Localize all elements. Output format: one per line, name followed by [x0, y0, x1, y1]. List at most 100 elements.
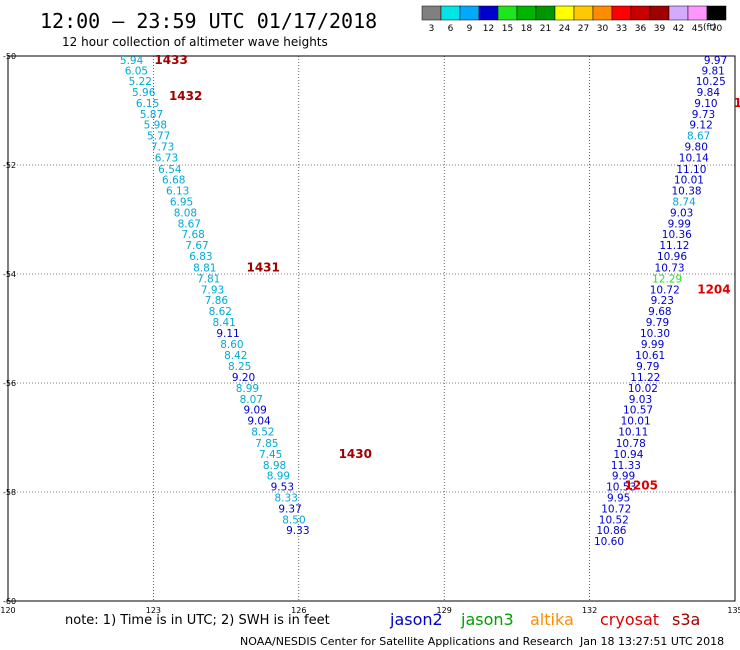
wave-height-point: 8.60 — [220, 339, 243, 351]
wave-height-point: 8.62 — [209, 306, 232, 318]
wave-height-point: 8.99 — [236, 383, 259, 395]
wave-height-point: 5.22 — [129, 76, 152, 88]
colorbar-swatch — [554, 5, 575, 21]
wave-height-point: 6.73 — [155, 152, 178, 164]
colorbar-label: 9 — [467, 24, 473, 34]
wave-height-point: 8.08 — [174, 207, 197, 219]
wave-height-point: 8.50 — [282, 514, 305, 526]
colorbar-label: 15 — [502, 24, 513, 34]
wave-height-point: 10.36 — [662, 229, 692, 241]
colorbar-swatch — [611, 5, 632, 21]
colorbar-swatch — [421, 5, 442, 21]
pass-time-label: 1432 — [169, 89, 202, 103]
page-subtitle: 12 hour collection of altimeter wave hei… — [62, 35, 328, 49]
colorbar-swatch — [706, 5, 727, 21]
colorbar-label: 30 — [597, 24, 609, 34]
pass-time-label: 1204 — [697, 282, 730, 296]
y-tick-label: -50 — [3, 52, 16, 61]
wave-height-point: 9.68 — [648, 306, 671, 318]
data-marks: 5.946.055.225.966.155.875.985.777.736.73… — [120, 55, 727, 548]
colorbar-swatch — [649, 5, 670, 21]
x-tick-label: 120 — [0, 606, 15, 615]
wave-height-point: 9.11 — [216, 328, 239, 340]
wave-height-point: 7.81 — [197, 273, 220, 285]
colorbar-swatch — [497, 5, 518, 21]
footer-timestamp: Jan 18 13:27:51 UTC 2018 — [579, 635, 724, 648]
colorbar-swatch — [440, 5, 461, 21]
wave-height-point: 7.67 — [185, 240, 208, 252]
wave-height-point: 10.86 — [596, 525, 626, 537]
color-legend: 3 6 9 12 15 18 21 24 27 30 33 36 39 42 45 70 — [421, 5, 727, 34]
wave-height-point: 9.80 — [685, 141, 708, 153]
wave-height-point: 8.67 — [178, 218, 201, 230]
wave-height-point: 10.11 — [618, 427, 648, 439]
sat-jason3: jason3 — [460, 610, 514, 629]
wave-height-point: 11.12 — [659, 240, 689, 252]
wave-height-point: 8.98 — [263, 460, 286, 472]
wave-height-point: 7.93 — [201, 284, 224, 296]
wave-height-point: 6.15 — [136, 98, 159, 110]
sat-altika: altika — [530, 610, 574, 629]
wave-height-point: 10.61 — [635, 350, 665, 362]
colorbar-label: 45 — [692, 24, 703, 34]
footer-credit: NOAA/NESDIS Center for Satellite Applica… — [240, 635, 573, 648]
y-tick-label: -54 — [3, 270, 16, 279]
page-title: 12:00 – 23:59 UTC 01/17/2018 — [40, 9, 377, 33]
pass-time-label: 1431 — [246, 260, 279, 274]
wave-height-point: 10.01 — [674, 175, 704, 187]
colorbar-swatch — [478, 5, 499, 21]
wave-height-point: 9.79 — [646, 317, 669, 329]
wave-height-point: 7.85 — [255, 438, 278, 450]
wave-height-point: 11.22 — [630, 372, 660, 384]
wave-height-point: 8.25 — [228, 361, 251, 373]
wave-height-point: 10.30 — [640, 328, 670, 340]
wave-height-point: 11.10 — [676, 164, 706, 176]
wave-height-point: 6.13 — [166, 186, 189, 198]
wave-height-point: 9.73 — [692, 109, 715, 121]
sat-s3a: s3a — [672, 610, 700, 629]
wave-height-point: 8.33 — [275, 492, 298, 504]
colorbar-swatch — [573, 5, 594, 21]
wave-height-point: 9.09 — [243, 405, 266, 417]
y-tick-label: -56 — [3, 379, 16, 388]
wave-height-point: 12.29 — [652, 273, 682, 285]
colorbar-label: 39 — [654, 24, 666, 34]
wave-height-point: 9.99 — [668, 218, 691, 230]
colorbar-label: 36 — [635, 24, 647, 34]
wave-height-point: 9.04 — [247, 416, 271, 428]
pass-time-label: 1205 — [625, 478, 658, 492]
colorbar-swatch — [535, 5, 556, 21]
wave-height-point: 10.72 — [650, 284, 680, 296]
wave-height-point: 8.74 — [672, 197, 696, 209]
wave-height-point: 9.79 — [636, 361, 659, 373]
wave-height-point: 7.45 — [259, 449, 282, 461]
sat-cryosat: cryosat — [600, 610, 659, 629]
wave-height-point: 9.53 — [271, 482, 294, 494]
wave-height-point: 10.60 — [594, 536, 624, 548]
wave-height-point: 9.99 — [641, 339, 664, 351]
colorbar-label: 42 — [673, 24, 684, 34]
wave-height-point: 9.97 — [704, 55, 727, 67]
wave-height-point: 7.73 — [151, 141, 174, 153]
wave-height-point: 6.54 — [158, 164, 182, 176]
wave-height-point: 8.67 — [687, 131, 710, 143]
wave-height-point: 5.98 — [144, 120, 167, 132]
colorbar-label: 3 — [429, 24, 435, 34]
wave-height-point: 5.96 — [132, 87, 156, 99]
grid-lines — [8, 56, 735, 601]
wave-height-point: 9.37 — [278, 503, 301, 515]
colorbar-label: 27 — [578, 24, 589, 34]
colorbar-unit: (ft) — [703, 23, 717, 33]
wave-height-point: 10.57 — [623, 405, 653, 417]
colorbar-label: 21 — [540, 24, 551, 34]
wave-height-point: 10.94 — [613, 449, 643, 461]
x-tick-label: 123 — [146, 606, 161, 615]
wave-height-point: 9.95 — [607, 492, 630, 504]
wave-height-point: 10.25 — [696, 76, 726, 88]
y-tick-label: -60 — [3, 597, 16, 606]
wave-height-point: 9.23 — [651, 295, 674, 307]
wave-height-point: 6.05 — [125, 66, 148, 78]
y-tick-label: -58 — [3, 488, 16, 497]
